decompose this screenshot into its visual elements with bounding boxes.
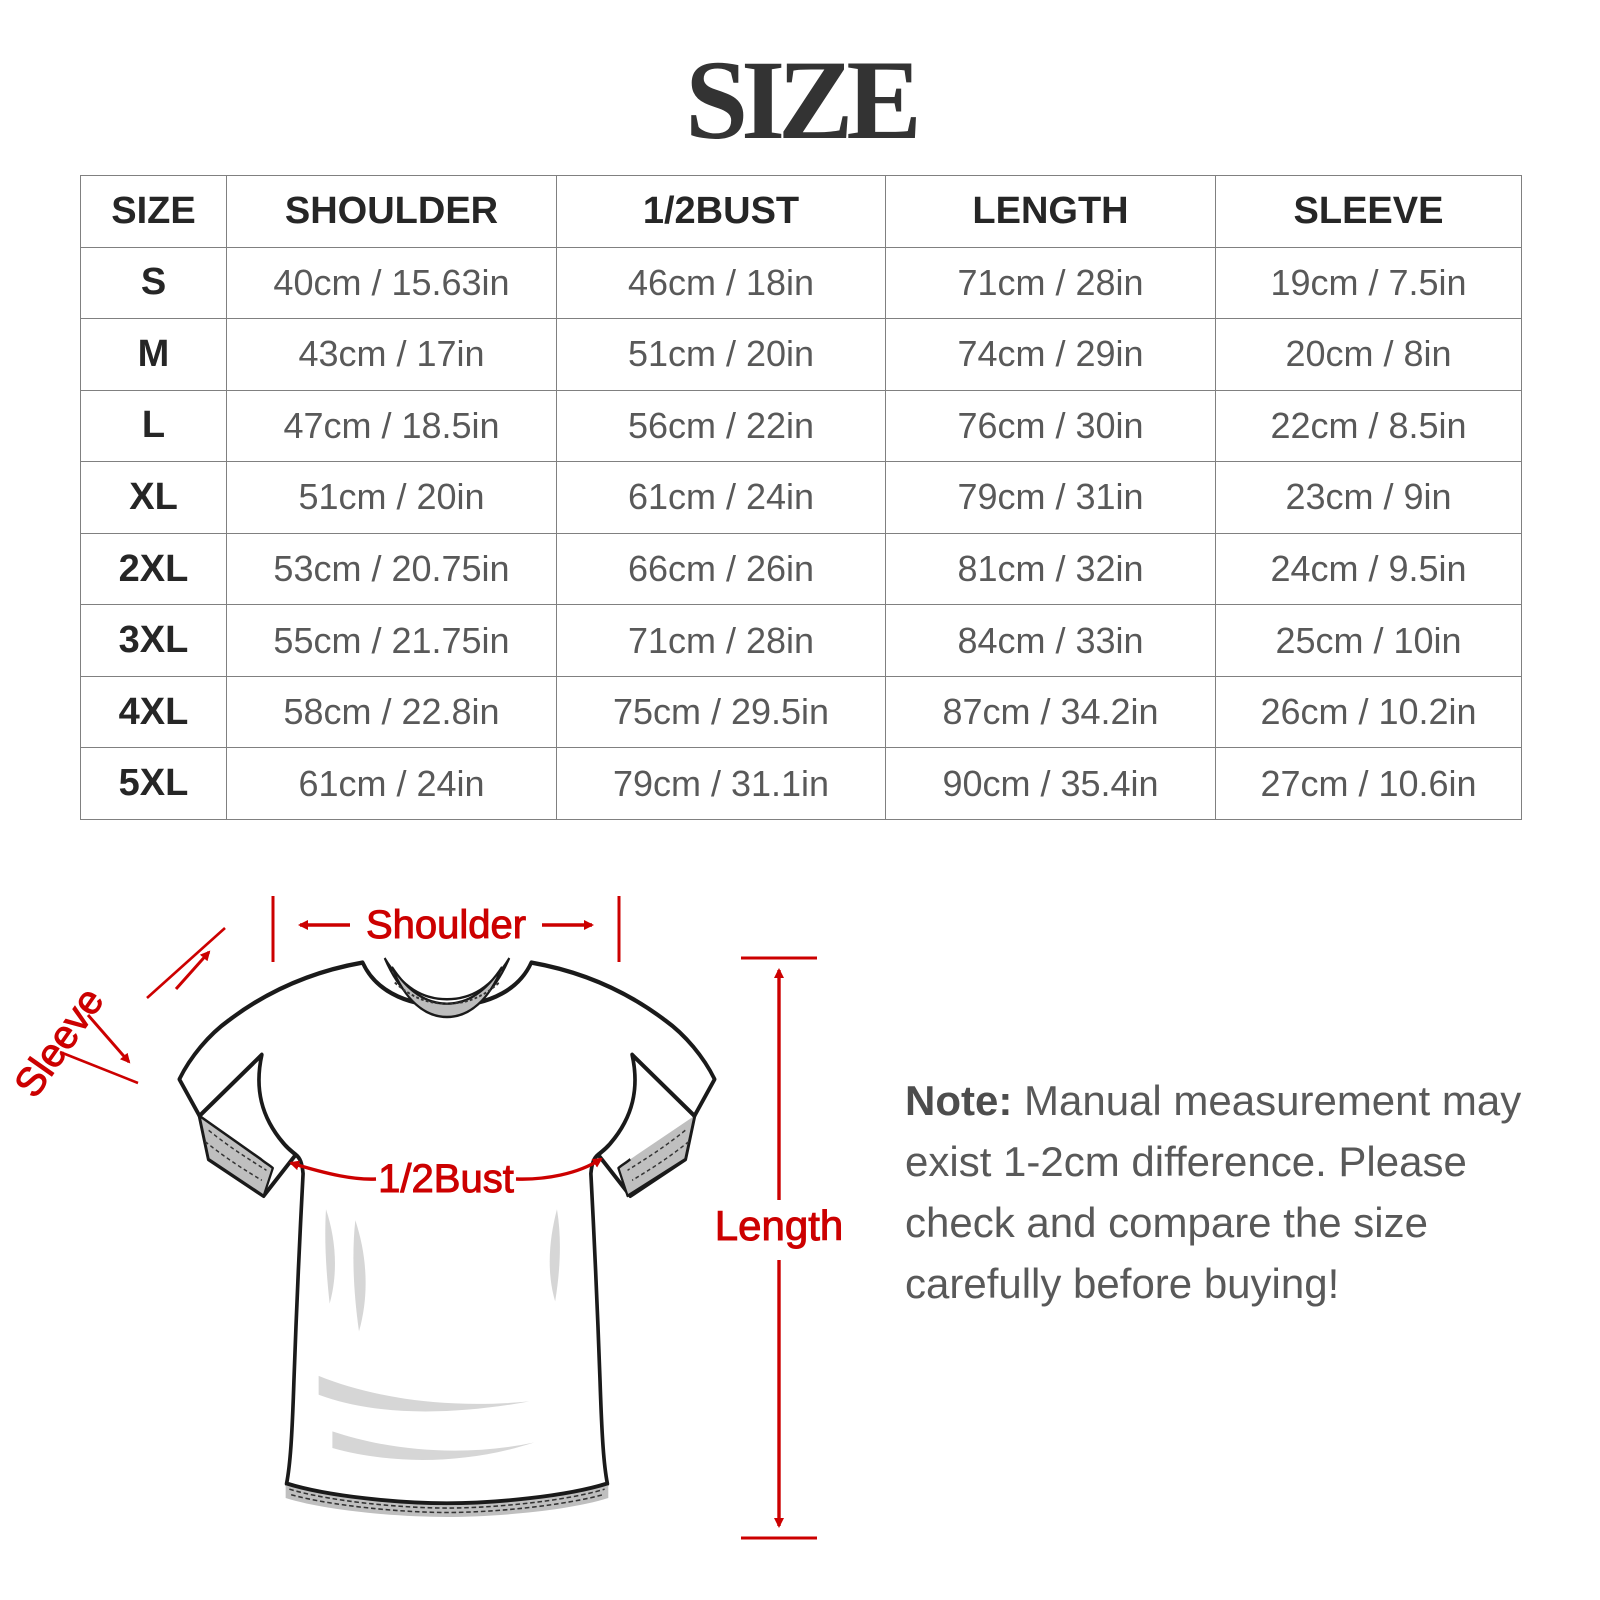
svg-text:Length: Length: [715, 1202, 843, 1249]
svg-text:exist 1-2cm difference. Please: exist 1-2cm difference. Please: [905, 1138, 1467, 1185]
svg-text:check and compare the size: check and compare the size: [905, 1199, 1428, 1246]
svg-text:Sleeve: Sleeve: [6, 980, 112, 1105]
svg-text:Note: Manual measurement may: Note: Manual measurement may: [905, 1077, 1521, 1124]
svg-text:1/2Bust: 1/2Bust: [378, 1157, 514, 1201]
svg-text:Shoulder: Shoulder: [366, 903, 526, 947]
svg-text:carefully before buying!: carefully before buying!: [905, 1260, 1339, 1307]
